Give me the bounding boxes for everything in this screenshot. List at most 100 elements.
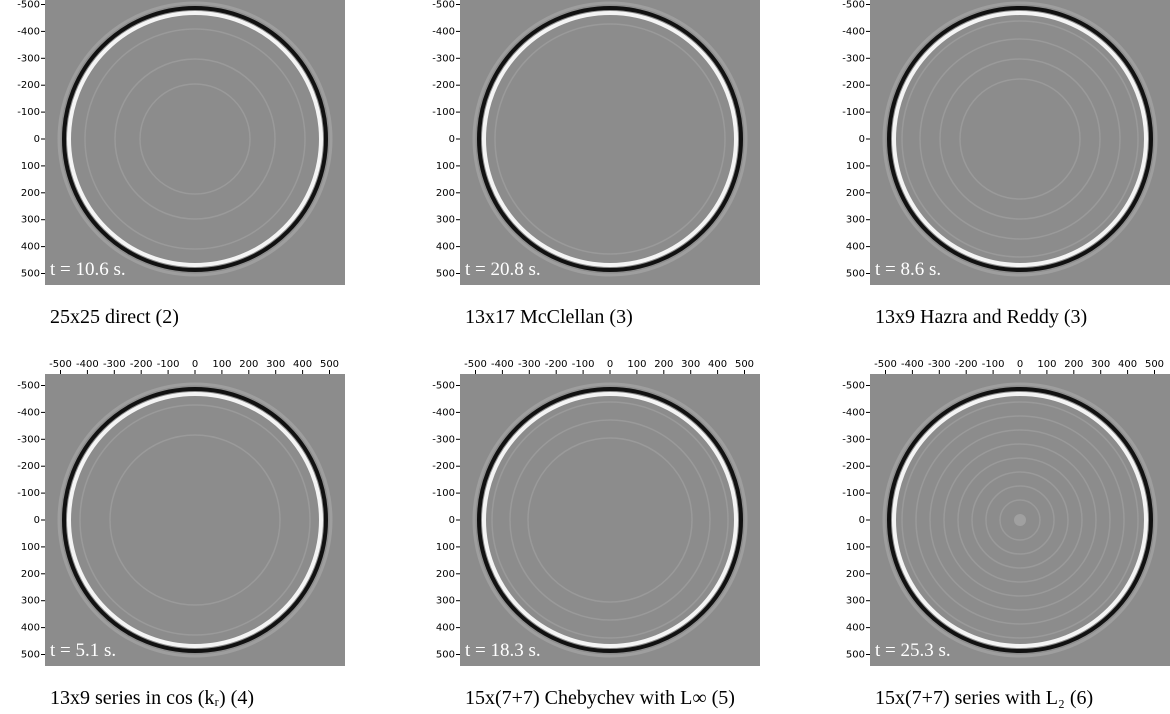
panels: t = 10.6 s. -500 -400 -300 -200 -100 0 100 200 30… (17, 0, 1170, 709)
x-tick-label: 300 (1091, 359, 1110, 370)
y-tick-label: -100 (17, 107, 40, 118)
wavefield-image (460, 0, 760, 285)
time-label: t = 25.3 s. (875, 640, 951, 661)
y-tick-label: 400 (846, 242, 865, 253)
y-tick-label: 0 (859, 515, 865, 526)
panel: t = 25.3 s.-500-400-300-200-100010020030… (842, 359, 1170, 709)
x-tick-label: 0 (192, 359, 198, 370)
panel: t = 20.8 s.-500-400-300-200-100010020030… (432, 0, 760, 328)
x-tick-label: 400 (1118, 359, 1137, 370)
y-tick-label: -200 (842, 80, 865, 91)
time-label: t = 10.6 s. (50, 259, 126, 280)
y-tick-label: -400 (432, 407, 455, 418)
y-tick-label: 200 (436, 188, 455, 199)
y-tick-label: 200 (21, 188, 40, 199)
x-tick-label: -100 (157, 359, 180, 370)
y-tick-label: 400 (21, 623, 40, 634)
caption: 13x9 series in cos (kᵣ) (4) (50, 687, 254, 709)
wavefield-image (460, 374, 760, 666)
x-tick-label: 0 (1017, 359, 1023, 370)
x-tick-label: 300 (266, 359, 285, 370)
y-tick-label: -100 (17, 488, 40, 499)
y-tick-label: 100 (846, 542, 865, 553)
y-tick-label: -300 (17, 434, 40, 445)
y-tick-label: -500 (432, 0, 455, 11)
y-tick-label: 300 (846, 215, 865, 226)
x-tick-label: -500 (464, 359, 487, 370)
x-tick-label: 500 (320, 359, 339, 370)
y-tick-label: 0 (449, 515, 455, 526)
center-spot (1014, 514, 1026, 526)
y-tick-label: 400 (846, 623, 865, 634)
panel: t = 5.1 s.-500-400-300-200-1000100200300… (17, 359, 345, 709)
x-tick-label: 100 (1037, 359, 1056, 370)
time-label: t = 8.6 s. (875, 259, 941, 280)
y-tick-label: -100 (432, 107, 455, 118)
y-tick-label: 300 (846, 596, 865, 607)
panel: t = 8.6 s.-500-400-300-200-1000100200300… (842, 0, 1170, 328)
caption: 15x(7+7) Chebychev with L∞ (5) (465, 687, 735, 709)
wavefield-image (45, 0, 345, 285)
caption: 13x17 McClellan (3) (465, 306, 633, 328)
y-tick-label: -500 (842, 0, 865, 11)
x-tick-label: -400 (901, 359, 924, 370)
y-tick-label: -500 (842, 381, 865, 392)
y-tick-label: 100 (846, 161, 865, 172)
x-tick-label: 400 (708, 359, 727, 370)
y-tick-label: -500 (17, 381, 40, 392)
y-tick-label: 100 (21, 542, 40, 553)
y-tick-label: -400 (17, 407, 40, 418)
x-tick-label: -400 (76, 359, 99, 370)
y-tick-label: 0 (449, 134, 455, 145)
figure: t = 10.6 s. -500 -400 -300 -200 -100 0 100 200 30… (0, 0, 1170, 714)
x-tick-label: -300 (928, 359, 951, 370)
time-label: t = 5.1 s. (50, 640, 116, 661)
y-tick-label: -200 (432, 80, 455, 91)
y-tick-label: 100 (436, 542, 455, 553)
y-tick-label: -200 (17, 80, 40, 91)
y-tick-label: 300 (21, 596, 40, 607)
y-tick-label: 400 (436, 242, 455, 253)
y-tick-label: -300 (17, 53, 40, 64)
y-tick-label: 500 (436, 269, 455, 280)
y-tick-label: 500 (846, 650, 865, 661)
y-tick-label: 500 (21, 269, 40, 280)
x-tick-label: -300 (518, 359, 541, 370)
x-tick-label: 100 (212, 359, 231, 370)
x-tick-label: 200 (1064, 359, 1083, 370)
y-tick-label: -400 (432, 26, 455, 37)
x-tick-label: 500 (1145, 359, 1164, 370)
y-tick-label: 100 (436, 161, 455, 172)
y-tick-label: 300 (21, 215, 40, 226)
y-tick-label: -200 (17, 461, 40, 472)
y-tick-label: 200 (846, 569, 865, 580)
y-tick-label: 400 (21, 242, 40, 253)
y-tick-label: 400 (436, 623, 455, 634)
y-tick-label: 300 (436, 215, 455, 226)
y-tick-label: -300 (432, 53, 455, 64)
y-tick-label: 500 (21, 650, 40, 661)
x-tick-label: 500 (735, 359, 754, 370)
x-tick-label: 100 (627, 359, 646, 370)
y-tick-label: -400 (17, 26, 40, 37)
y-tick-label: 200 (846, 188, 865, 199)
wavefield-image (45, 374, 345, 666)
y-tick-label: -400 (842, 26, 865, 37)
y-tick-label: -300 (432, 434, 455, 445)
x-tick-label: -400 (491, 359, 514, 370)
x-tick-label: -200 (545, 359, 568, 370)
x-tick-label: 400 (293, 359, 312, 370)
y-tick-label: -300 (842, 53, 865, 64)
x-tick-label: 300 (681, 359, 700, 370)
y-tick-label: 500 (846, 269, 865, 280)
x-tick-label: -500 (874, 359, 897, 370)
y-tick-label: -300 (842, 434, 865, 445)
y-tick-label: -200 (842, 461, 865, 472)
y-tick-label: 100 (21, 161, 40, 172)
y-tick-label: -100 (842, 107, 865, 118)
panel: t = 18.3 s.-500-400-300-200-100010020030… (432, 359, 760, 709)
caption: 13x9 Hazra and Reddy (3) (875, 306, 1087, 328)
caption: 25x25 direct (2) (50, 306, 179, 328)
y-tick-label: 0 (34, 134, 40, 145)
wavefield-image (870, 0, 1170, 285)
